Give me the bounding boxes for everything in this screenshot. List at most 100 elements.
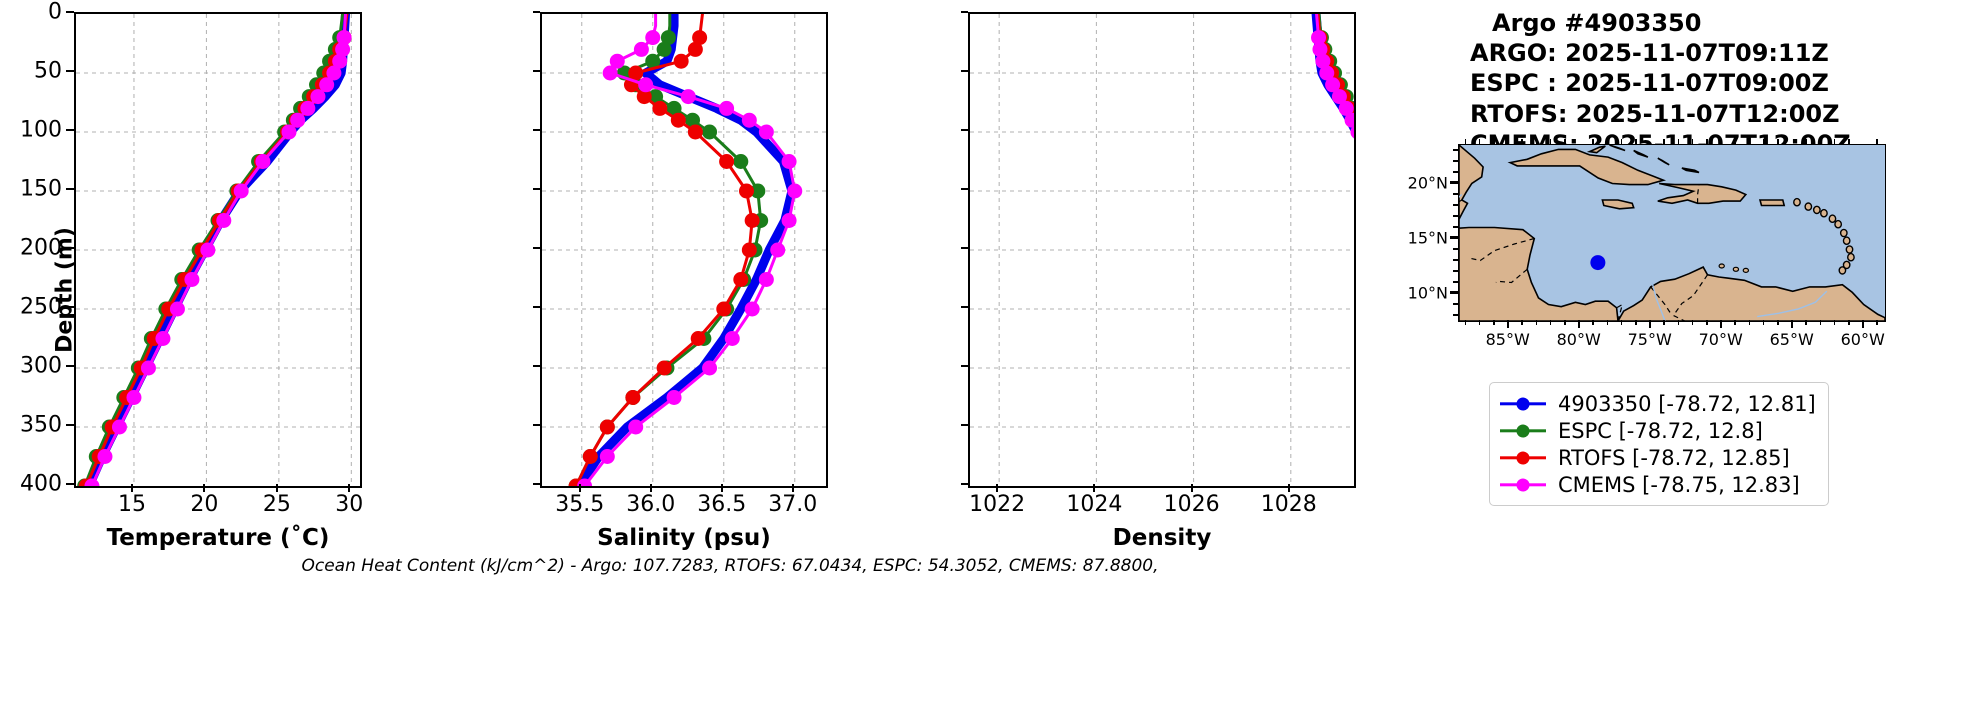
depth-tick-mark xyxy=(961,306,968,308)
map-lon-tick xyxy=(1719,320,1723,328)
series-marker xyxy=(638,77,654,93)
map-lon-minor-tick-top xyxy=(1691,139,1694,144)
map-lon-minor-tick-top xyxy=(1493,139,1495,144)
series-marker xyxy=(602,65,618,81)
legend-item-espc[interactable]: ESPC [-78.72, 12.8] xyxy=(1500,417,1816,444)
map-lon-minor-tick xyxy=(1592,320,1594,325)
map-lat-minor-tick xyxy=(1453,259,1458,261)
series-marker xyxy=(750,183,766,199)
land-lesser-antilles-4 xyxy=(1828,214,1837,223)
depth-tick-mark xyxy=(66,483,74,485)
depth-tick-mark xyxy=(533,11,540,13)
series-marker xyxy=(680,89,696,105)
legend-item-argo[interactable]: 4903350 [-78.72, 12.81] xyxy=(1500,390,1816,417)
temperature-plot xyxy=(76,14,360,486)
series-marker xyxy=(336,30,352,46)
land-jamaica xyxy=(1601,199,1635,210)
map-lon-minor-tick-top xyxy=(1777,139,1779,144)
depth-tick-label: 250 xyxy=(20,294,62,320)
x-tick-label: 36.5 xyxy=(697,492,747,517)
series-marker xyxy=(685,112,701,128)
series-marker xyxy=(724,331,740,346)
legend-label: 4903350 [-78.72, 12.81] xyxy=(1558,391,1816,416)
map-lon-minor-tick xyxy=(1805,320,1807,325)
series-marker xyxy=(673,53,689,69)
map-lat-minor-tick xyxy=(1453,314,1458,316)
series-marker xyxy=(656,41,672,57)
map-lon-minor-tick xyxy=(1777,320,1779,325)
depth-tick-mark xyxy=(961,247,968,249)
map-lon-minor-tick-top xyxy=(1464,139,1467,144)
float-position-marker xyxy=(1590,255,1606,271)
land-south-america xyxy=(1617,266,1885,321)
map-lon-minor-tick-top xyxy=(1635,139,1637,144)
series-marker xyxy=(216,213,232,228)
x-tick-mark xyxy=(720,484,723,492)
depth-tick-mark xyxy=(961,483,968,485)
map-lon-minor-tick xyxy=(1677,320,1680,325)
depth-tick-mark xyxy=(533,129,540,131)
argo-time-text: ARGO: 2025-11-07T09:11Z xyxy=(1470,39,1829,68)
legend-marker-dot xyxy=(1516,397,1530,410)
land-bahamas-4 xyxy=(1681,167,1700,174)
map-lon-tick xyxy=(1790,320,1794,328)
series-marker xyxy=(648,89,664,105)
temperature-axis-label: Temperature (˚C) xyxy=(106,525,330,551)
depth-tick-mark xyxy=(533,306,540,308)
series-marker xyxy=(111,419,127,435)
x-tick-label: 1024 xyxy=(1066,492,1123,517)
x-tick-mark xyxy=(203,484,206,492)
x-tick-mark xyxy=(348,484,351,492)
series-marker xyxy=(741,242,757,258)
depth-tick-mark xyxy=(66,247,74,249)
land-bahamas-0 xyxy=(1586,145,1606,154)
series-marker xyxy=(781,213,797,228)
salinity-panel xyxy=(540,12,828,488)
legend-line-swatch xyxy=(1500,424,1546,438)
x-tick-mark xyxy=(1093,484,1096,492)
x-tick-label: 37.0 xyxy=(768,492,818,517)
land-cuba xyxy=(1507,148,1667,186)
legend-line-swatch xyxy=(1500,451,1546,465)
series-marker xyxy=(770,242,786,258)
land-lesser-antilles-3 xyxy=(1820,208,1828,218)
series-marker xyxy=(184,272,200,287)
land-central-america xyxy=(1459,145,1619,321)
depth-tick-mark xyxy=(66,188,74,190)
series-marker xyxy=(744,213,760,228)
series-marker xyxy=(733,272,749,287)
legend-item-rtofs[interactable]: RTOFS [-78.72, 12.85] xyxy=(1500,444,1816,471)
series-marker xyxy=(582,449,598,464)
series-marker xyxy=(645,53,661,69)
series-marker xyxy=(744,301,760,317)
legend-item-cmems[interactable]: CMEMS [-78.75, 12.83] xyxy=(1500,471,1816,498)
map-lat-label: 10°N xyxy=(1407,283,1448,302)
legend-marker-dot xyxy=(1516,478,1530,491)
x-tick-mark xyxy=(578,484,581,492)
map-lon-minor-tick xyxy=(1663,320,1665,325)
series-marker xyxy=(660,30,676,46)
espc-time-text: ESPC : 2025-11-07T09:00Z xyxy=(1470,69,1829,98)
map-lat-label: 15°N xyxy=(1407,228,1448,247)
country-border-0 xyxy=(1470,237,1535,262)
series-marker xyxy=(169,301,185,317)
map-lon-minor-tick-top xyxy=(1535,139,1538,144)
x-tick-mark xyxy=(1190,484,1193,492)
depth-tick-mark xyxy=(533,188,540,190)
series-marker xyxy=(255,154,271,169)
legend-label: RTOFS [-78.72, 12.85] xyxy=(1558,445,1790,470)
series-marker xyxy=(687,124,703,140)
density-axis-label: Density xyxy=(1112,525,1212,551)
map-lon-minor-tick-top xyxy=(1805,139,1807,144)
depth-tick-mark xyxy=(66,70,74,72)
map-lat-tick xyxy=(1450,291,1458,294)
series-marker xyxy=(1350,125,1354,139)
depth-tick-label: 50 xyxy=(34,58,62,84)
depth-tick-mark xyxy=(961,424,968,426)
series-marker xyxy=(290,112,306,128)
series-marker xyxy=(599,419,615,435)
map-lon-minor-tick-top xyxy=(1521,139,1523,144)
series-marker xyxy=(1312,41,1328,57)
series-line-cmems xyxy=(90,14,348,486)
map-lon-minor-tick xyxy=(1734,320,1736,325)
